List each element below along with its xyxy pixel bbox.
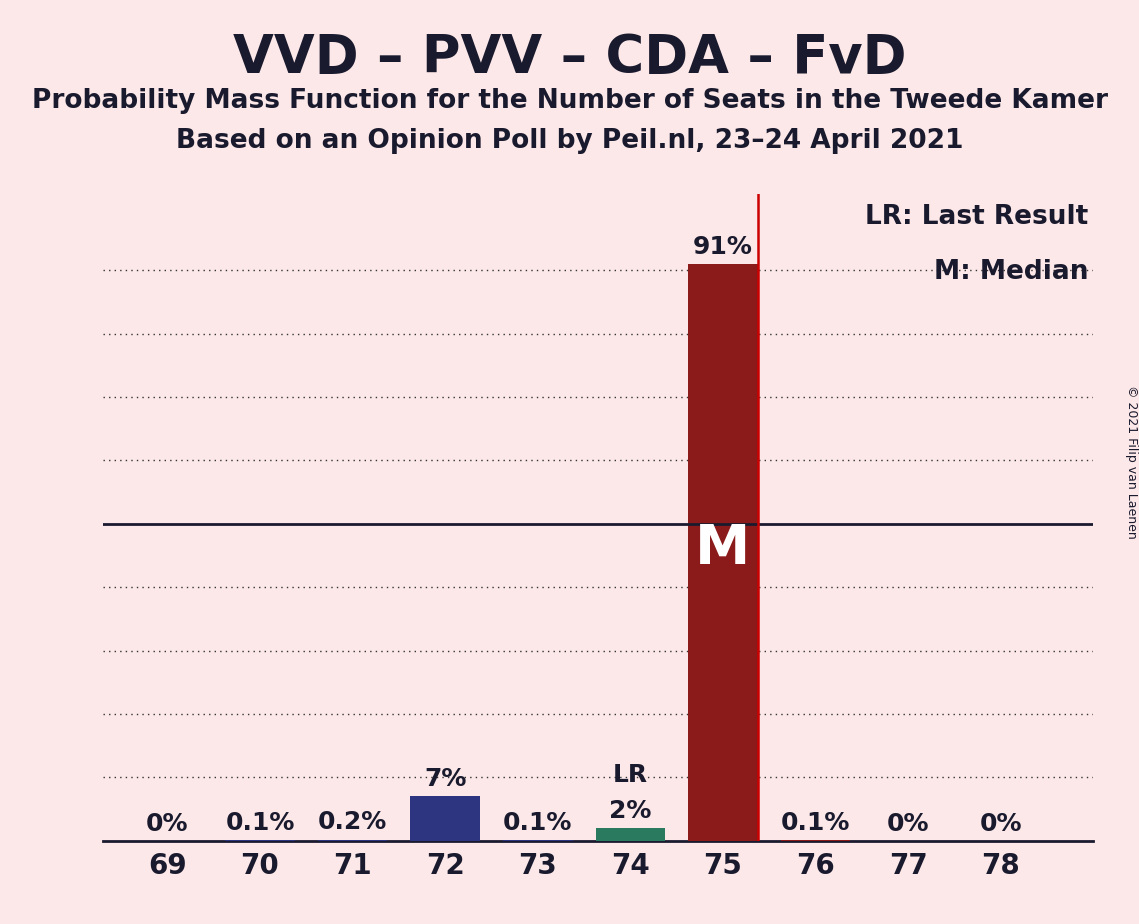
Bar — [318, 840, 387, 841]
Text: M: M — [696, 522, 751, 577]
Text: © 2021 Filip van Laenen: © 2021 Filip van Laenen — [1124, 385, 1138, 539]
Text: 7%: 7% — [424, 767, 466, 791]
Text: Probability Mass Function for the Number of Seats in the Tweede Kamer: Probability Mass Function for the Number… — [32, 88, 1107, 114]
Text: LR: LR — [613, 763, 648, 787]
Bar — [688, 263, 757, 841]
Text: 0.1%: 0.1% — [226, 811, 295, 835]
Text: 0%: 0% — [146, 812, 189, 836]
Bar — [596, 828, 665, 841]
Text: 0%: 0% — [887, 812, 929, 836]
Text: 0%: 0% — [980, 812, 1022, 836]
Text: 0.2%: 0.2% — [318, 810, 387, 834]
Text: M: Median: M: Median — [934, 259, 1089, 285]
Bar — [410, 796, 480, 841]
Text: 91%: 91% — [693, 235, 753, 259]
Text: Based on an Opinion Poll by Peil.nl, 23–24 April 2021: Based on an Opinion Poll by Peil.nl, 23–… — [175, 128, 964, 153]
Text: 0.1%: 0.1% — [503, 811, 573, 835]
Text: VVD – PVV – CDA – FvD: VVD – PVV – CDA – FvD — [232, 32, 907, 84]
Text: LR: Last Result: LR: Last Result — [866, 204, 1089, 230]
Text: 2%: 2% — [609, 799, 652, 823]
Text: 0.1%: 0.1% — [781, 811, 851, 835]
